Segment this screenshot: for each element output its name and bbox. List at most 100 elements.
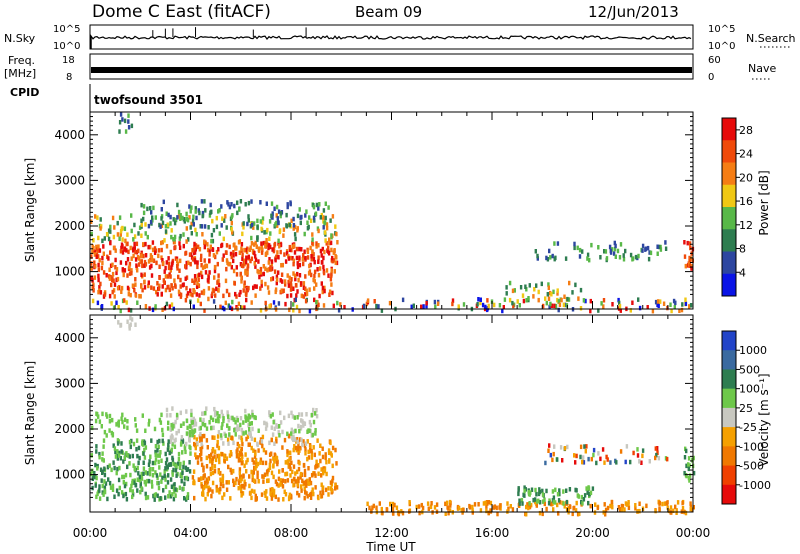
nave-tick-bottom: 0: [708, 72, 714, 83]
range-cell: [257, 247, 260, 252]
range-cell: [647, 256, 651, 262]
range-cell: [176, 258, 179, 264]
range-cell: [137, 471, 140, 476]
range-cell: [185, 441, 188, 447]
range-cell: [283, 489, 286, 494]
range-cell: [253, 437, 257, 443]
range-cell: [156, 448, 159, 453]
range-cell: [343, 305, 346, 310]
range-cell: [538, 500, 542, 505]
range-cell: [179, 423, 183, 428]
range-cell: [557, 511, 560, 516]
range-cell: [225, 480, 228, 485]
range-cell: [296, 490, 299, 496]
range-cell: [305, 288, 308, 293]
range-cell: [157, 286, 161, 291]
range-cell: [99, 226, 102, 231]
range-cell: [196, 298, 200, 303]
range-cell: [120, 449, 123, 454]
range-cell: [175, 464, 178, 470]
range-cell: [303, 472, 307, 478]
range-cell: [306, 220, 309, 225]
range-cell: [120, 416, 123, 421]
range-cell: [241, 252, 244, 258]
range-cell: [658, 501, 661, 506]
range-cell: [527, 490, 530, 495]
range-cell: [297, 446, 300, 452]
range-cell: [178, 485, 182, 490]
range-cell: [565, 499, 569, 505]
range-cell: [179, 292, 183, 298]
range-cell: [292, 483, 295, 488]
range-cell: [165, 413, 169, 418]
range-cell: [158, 283, 161, 289]
range-cell: [107, 256, 110, 261]
range-cell: [296, 261, 299, 266]
range-cell: [177, 451, 181, 457]
range-cell: [277, 255, 280, 260]
range-cell: [102, 251, 105, 256]
range-cell: [156, 475, 159, 480]
range-cell: [113, 225, 116, 230]
range-cell: [201, 265, 205, 270]
range-cell: [99, 290, 103, 295]
range-cell: [551, 489, 555, 494]
range-cell: [317, 302, 320, 308]
range-cell: [245, 469, 248, 474]
range-cell: [93, 275, 97, 280]
range-cell: [169, 221, 172, 226]
range-cell: [534, 249, 537, 254]
range-cell: [473, 502, 477, 507]
range-cell: [307, 466, 310, 471]
range-cell: [306, 478, 309, 484]
range-cell: [552, 499, 555, 505]
range-cell: [634, 503, 637, 508]
range-cell: [312, 491, 315, 497]
range-cell: [684, 301, 688, 306]
range-cell: [99, 281, 102, 287]
range-cell: [312, 252, 315, 257]
range-cell: [235, 453, 239, 459]
freq-panel: Freq. [MHz] 18 8 60 0 Nave: [4, 53, 776, 83]
range-cell: [486, 298, 489, 303]
range-cell: [161, 475, 164, 481]
range-cell: [246, 270, 249, 276]
colorbar-segment: [722, 388, 736, 409]
range-cell: [127, 113, 130, 118]
range-cell: [307, 455, 311, 460]
range-cell: [186, 476, 190, 482]
range-cell: [189, 288, 192, 293]
range-cell: [169, 494, 173, 499]
range-cell: [518, 501, 521, 506]
range-cell: [267, 260, 270, 265]
range-cell: [217, 445, 221, 451]
range-cell: [275, 220, 278, 226]
range-cell: [477, 297, 480, 302]
range-cell: [245, 292, 248, 297]
range-cell: [549, 255, 552, 260]
range-cell: [255, 461, 258, 466]
range-cell: [121, 412, 124, 418]
range-cell: [123, 268, 127, 273]
range-cell: [273, 241, 277, 247]
range-cell: [324, 238, 327, 243]
range-cell: [250, 421, 253, 426]
range-cell: [277, 220, 280, 225]
range-cell: [303, 495, 306, 501]
range-cell: [548, 443, 551, 448]
range-cell: [294, 297, 297, 302]
range-cell: [178, 291, 181, 297]
range-cell: [327, 245, 330, 251]
range-cell: [250, 469, 253, 475]
range-cell: [209, 487, 212, 492]
range-cell: [287, 283, 291, 288]
range-cell: [557, 307, 560, 313]
range-cell: [334, 260, 337, 265]
range-cell: [362, 303, 366, 309]
range-cell: [132, 463, 135, 468]
range-cell: [126, 425, 129, 431]
range-cell: [242, 263, 245, 269]
range-cell: [146, 495, 150, 500]
range-cell: [117, 453, 121, 458]
